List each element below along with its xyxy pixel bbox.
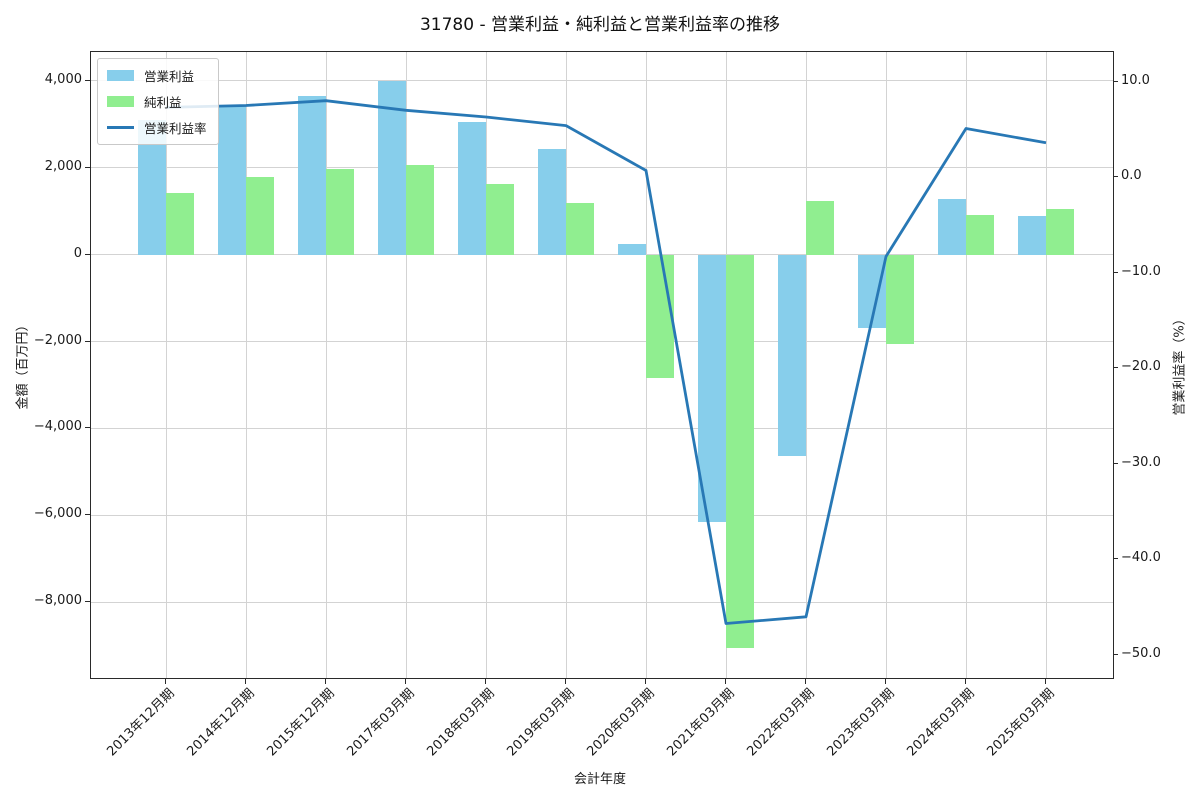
- net-profit-bar-1: [246, 176, 274, 255]
- net-profit-bar-4: [486, 184, 514, 255]
- operating-profit-bar-11: [1018, 215, 1046, 255]
- net-profit-bar-0: [166, 192, 194, 255]
- legend-label: 純利益: [144, 95, 182, 110]
- operating-profit-swatch-icon: [107, 70, 134, 81]
- net-profit-bar-5: [566, 203, 594, 255]
- x-axis-label: 会計年度: [573, 772, 626, 787]
- net-profit-bar-11: [1046, 208, 1074, 255]
- y-left-tick-label: −2,000: [33, 332, 82, 348]
- y-left-tick-mark: [85, 79, 90, 81]
- gridline-horizontal: [91, 341, 1113, 343]
- x-tick-mark: [725, 679, 726, 684]
- operating-profit-bar-5: [538, 149, 566, 255]
- gridline-horizontal: [91, 80, 1113, 82]
- operating-profit-bar-2: [298, 95, 326, 255]
- x-tick-mark: [805, 679, 806, 684]
- x-tick-mark: [165, 679, 166, 684]
- operating-profit-bar-4: [458, 121, 486, 255]
- operating-profit-bar-8: [778, 254, 806, 456]
- operating-profit-bar-7: [698, 254, 726, 523]
- y-right-tick-mark: [1113, 654, 1118, 656]
- gridline-vertical: [565, 52, 567, 678]
- legend-item-operating-margin: 営業利益率: [107, 118, 207, 137]
- operating-profit-bar-10: [938, 198, 966, 255]
- y-left-tick-label: −6,000: [33, 506, 82, 522]
- y-right-tick-label: 0.0: [1121, 168, 1142, 184]
- x-tick-mark: [1045, 679, 1046, 684]
- legend-item-operating-profit: 営業利益: [107, 66, 207, 85]
- y-right-tick-label: 10.0: [1121, 72, 1150, 88]
- operating-margin-line-swatch-icon: [107, 126, 134, 129]
- x-tick-mark: [565, 679, 566, 684]
- y-right-tick-label: −40.0: [1121, 550, 1161, 566]
- operating-profit-bar-6: [618, 244, 646, 255]
- net-profit-swatch-icon: [107, 96, 134, 107]
- legend: 営業利益純利益営業利益率: [97, 58, 219, 145]
- plot-area: 営業利益純利益営業利益率: [90, 51, 1114, 679]
- gridline-vertical: [885, 52, 887, 678]
- y-right-tick-mark: [1113, 176, 1118, 178]
- operating-profit-bar-1: [218, 105, 246, 255]
- chart-title: 31780 - 営業利益・純利益と営業利益率の推移: [419, 15, 781, 35]
- y-left-tick-mark: [85, 253, 90, 255]
- y-left-tick-label: 0: [73, 245, 82, 261]
- net-profit-bar-6: [646, 254, 674, 378]
- y-left-tick-label: 2,000: [44, 158, 82, 174]
- x-tick-mark: [965, 679, 966, 684]
- x-tick-mark: [885, 679, 886, 684]
- y-left-tick-mark: [85, 514, 90, 516]
- legend-label: 営業利益: [144, 69, 195, 84]
- y-left-tick-mark: [85, 340, 90, 342]
- x-tick-mark: [405, 679, 406, 684]
- x-tick-mark: [645, 679, 646, 684]
- gridline-vertical: [1045, 52, 1047, 678]
- y-left-tick-mark: [85, 427, 90, 429]
- y-left-tick-label: 4,000: [44, 71, 82, 87]
- x-tick-mark: [485, 679, 486, 684]
- y-right-tick-label: −10.0: [1121, 263, 1161, 279]
- operating-profit-bar-9: [858, 254, 886, 329]
- net-profit-bar-3: [406, 165, 434, 255]
- gridline-horizontal: [91, 514, 1113, 516]
- net-profit-bar-7: [726, 254, 754, 648]
- y-right-tick-label: −50.0: [1121, 646, 1161, 662]
- x-tick-mark: [325, 679, 326, 684]
- operating-profit-bar-3: [378, 80, 406, 255]
- x-tick-mark: [245, 679, 246, 684]
- net-profit-bar-10: [966, 215, 994, 255]
- y-left-tick-label: −8,000: [33, 593, 82, 609]
- legend-item-net-profit: 純利益: [107, 92, 207, 111]
- legend-label: 営業利益率: [144, 121, 207, 136]
- net-profit-bar-8: [806, 201, 834, 255]
- y-right-tick-label: −30.0: [1121, 454, 1161, 470]
- y-right-tick-label: −20.0: [1121, 359, 1161, 375]
- y-left-tick-mark: [85, 601, 90, 603]
- y-right-tick-mark: [1113, 271, 1118, 273]
- net-profit-bar-9: [886, 254, 914, 344]
- y-right-tick-mark: [1113, 80, 1118, 82]
- y-right-tick-mark: [1113, 462, 1118, 464]
- gridline-vertical: [965, 52, 967, 678]
- y-right-tick-mark: [1113, 558, 1118, 560]
- y-right-tick-mark: [1113, 367, 1118, 369]
- y-left-tick-mark: [85, 166, 90, 168]
- y-left-tick-label: −4,000: [33, 419, 82, 435]
- gridline-horizontal: [91, 427, 1113, 429]
- gridline-horizontal: [91, 601, 1113, 603]
- net-profit-bar-2: [326, 169, 354, 255]
